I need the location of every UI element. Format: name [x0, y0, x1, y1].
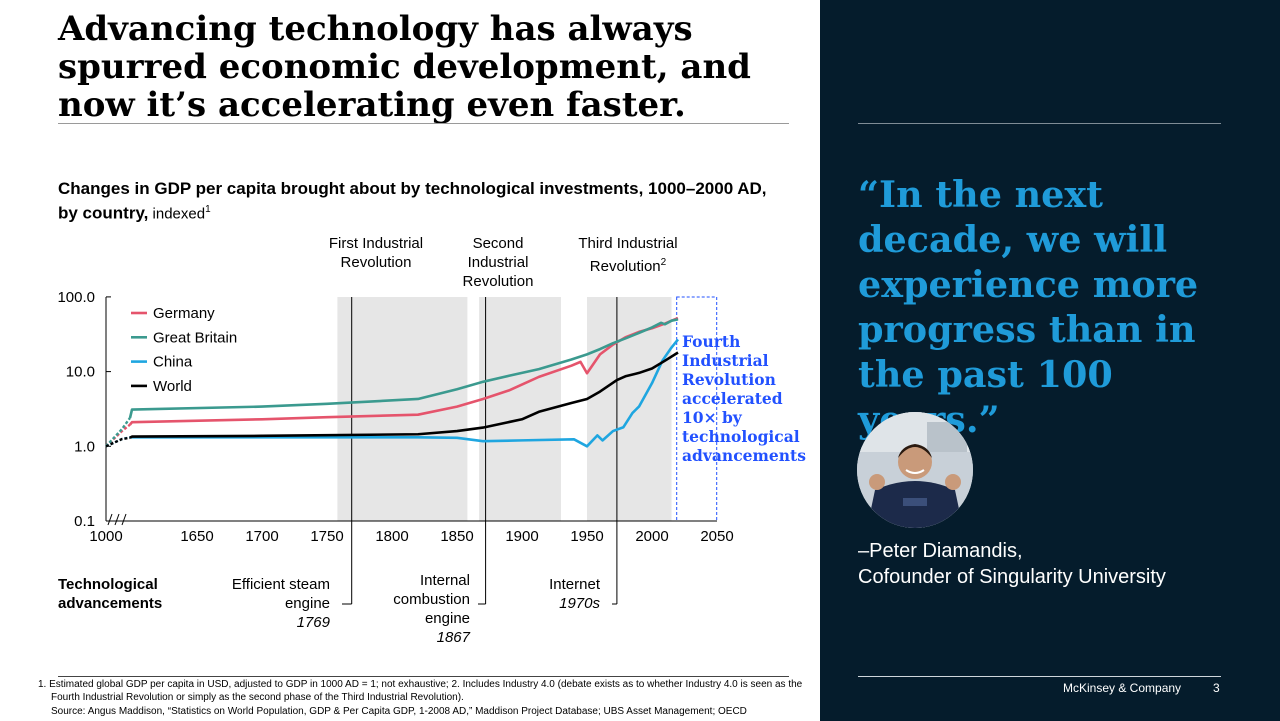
slide-title: Advancing technology has always spurred …: [58, 9, 751, 125]
x-tick-label: 1850: [440, 528, 473, 545]
y-tick-label: 10.0: [66, 364, 95, 381]
attribution-title: Cofounder of Singularity University: [858, 566, 1166, 588]
footnote-divider: [58, 676, 789, 677]
steam-engine-label: Efficient steam engine: [231, 576, 330, 612]
chart-subtitle: Changes in GDP per capita brought about …: [58, 178, 778, 225]
quote-attribution: –Peter Diamandis, Cofounder of Singulari…: [858, 538, 1166, 590]
y-tick-label: 100.0: [57, 289, 95, 306]
subtitle-bold: Changes in GDP per capita brought about …: [58, 179, 767, 223]
x-tick-label: 1750: [310, 528, 343, 545]
footnote-1: 1. Estimated global GDP per capita in US…: [38, 679, 803, 703]
revolution-band: [587, 297, 672, 521]
subtitle-footnote-ref: 1: [205, 204, 211, 215]
slide-content: Advancing technology has always spurred …: [38, 9, 808, 719]
x-tick-label: 1950: [570, 528, 603, 545]
internet-advancement: Internet 1970s: [520, 575, 600, 613]
legend-label: Great Britain: [153, 329, 237, 346]
internet-year: 1970s: [559, 595, 600, 612]
series-line-lead: [105, 423, 131, 448]
title-divider: [58, 123, 789, 124]
subtitle-indexed: indexed: [148, 205, 206, 223]
internet-label: Internet: [549, 576, 600, 593]
attribution-name: –Peter Diamandis,: [858, 540, 1023, 562]
fourth-revolution-box: [676, 296, 718, 522]
legend-label: Germany: [153, 305, 215, 322]
series-line-lead: [105, 417, 131, 448]
source-note: Source: Angus Maddison, “Statistics on W…: [51, 706, 747, 717]
combustion-engine-advancement: Internal combustion engine 1867: [372, 571, 470, 647]
astronaut-portrait-image: [857, 412, 973, 528]
steam-engine-year: 1769: [296, 614, 330, 631]
footnotes: 1. Estimated global GDP per capita in US…: [38, 679, 808, 719]
y-tick-label: 0.1: [74, 513, 95, 530]
second-revolution-label: Second Industrial Revolution: [462, 235, 534, 290]
fourth-revolution-annotation: Fourth Industrial Revolution accelerated…: [682, 332, 806, 465]
x-tick-label: 2050: [700, 528, 733, 545]
pull-quote: “In the next decade, we will experience …: [858, 173, 1199, 441]
combustion-engine-label: Internal combustion engine: [393, 572, 470, 627]
y-tick-label: 1.0: [74, 438, 95, 455]
sidebar-bottom-divider: [858, 676, 1221, 677]
combustion-engine-year: 1867: [436, 629, 470, 646]
x-tick-label: 2000: [635, 528, 668, 545]
series-line: [130, 338, 680, 448]
steam-engine-advancement: Efficient steam engine 1769: [220, 575, 330, 632]
legend-label: China: [153, 354, 193, 371]
x-tick-label: 1000: [89, 528, 122, 545]
series-line-lead: [105, 436, 131, 448]
series-line: [129, 351, 679, 439]
x-tick-label: 1900: [505, 528, 538, 545]
axis-break-mark: [114, 513, 120, 526]
company-name: McKinsey & Company: [1063, 681, 1182, 695]
legend-label: World: [153, 378, 192, 395]
advancements-heading: Technological advancements: [58, 576, 163, 612]
page-number: 3: [1213, 681, 1220, 695]
x-tick-label: 1650: [180, 528, 213, 545]
revolution-bands: [337, 296, 718, 604]
third-revolution-footnote-ref: 2: [660, 257, 667, 268]
axis-break-mark: [107, 513, 113, 526]
third-revolution-label: Third Industrial Revolution2: [573, 234, 683, 276]
series-line: [128, 318, 679, 419]
sidebar-top-divider: [858, 123, 1221, 124]
speaker-photo: [857, 412, 973, 528]
chart-legend: Germany Great Britain China World: [131, 305, 237, 395]
axis-break-mark: [121, 513, 127, 526]
x-tick-label: 1800: [375, 528, 408, 545]
series-lines: [105, 316, 680, 448]
first-revolution-label: First Industrial Revolution: [328, 235, 424, 271]
x-tick-label: 1700: [245, 528, 278, 545]
third-revolution-text: Third Industrial Revolution: [578, 235, 678, 275]
quote-sidebar: “In the next decade, we will experience …: [820, 0, 1280, 721]
